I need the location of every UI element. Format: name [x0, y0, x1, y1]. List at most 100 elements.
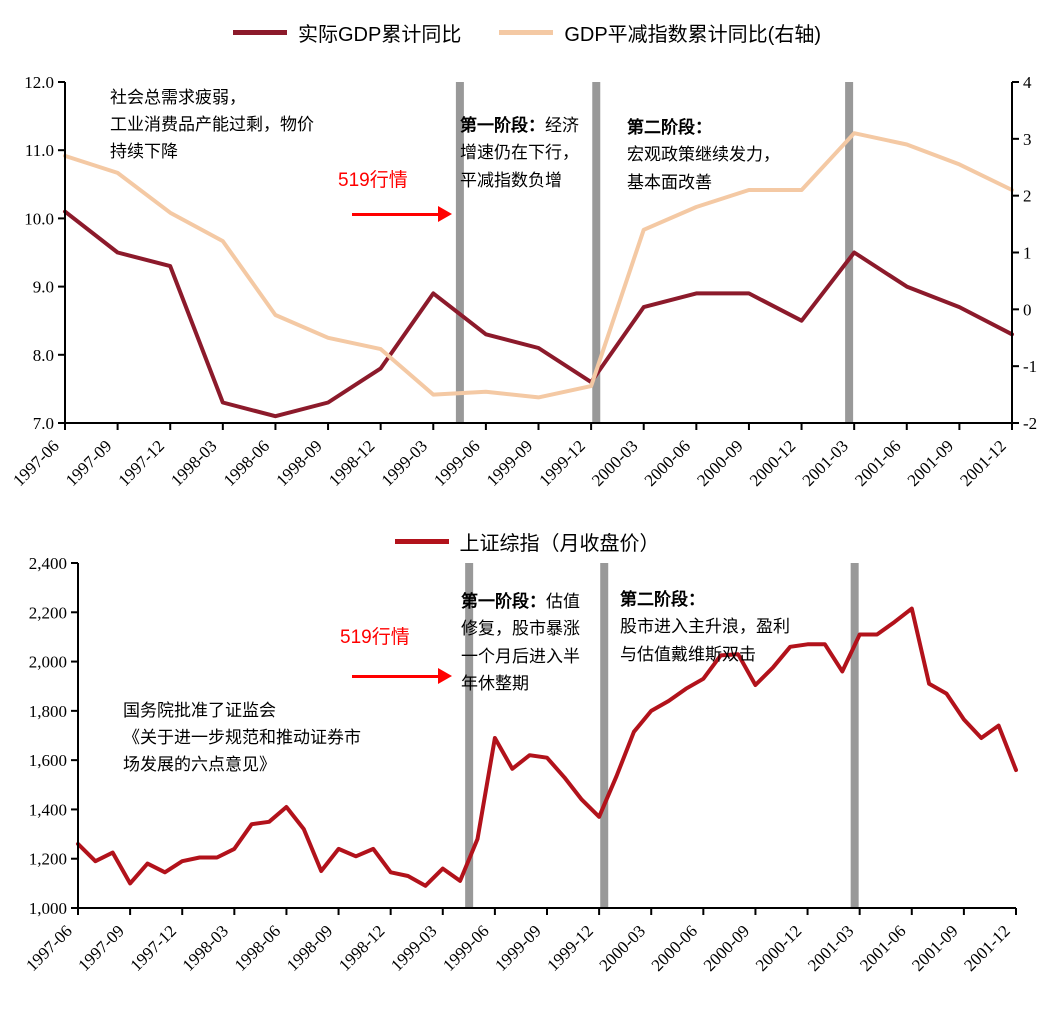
- x-tick-label: 1999-12: [535, 436, 589, 490]
- x-tick-label: 1997-12: [115, 436, 169, 490]
- arrow-head: [438, 668, 452, 684]
- y-tick-label-right: 2: [1023, 187, 1032, 206]
- annotation-phase2: 第二阶段： 宏观政策继续发力， 基本面改善: [627, 87, 780, 196]
- y-tick-label: 2,000: [29, 653, 67, 672]
- gdp-deflator-chart-section: 12.0 11.0 10.0 9.0 8.0 7.0 4 3 2 1 0 -1 -2 1997-06 199…: [0, 0, 1054, 505]
- x-tick-label: 1998-12: [325, 436, 379, 490]
- y-tick-label: 11.0: [25, 141, 54, 160]
- x-tick-label: 1997-06: [22, 921, 76, 975]
- gdp-chart-legend: 实际GDP累计同比 GDP平减指数累计同比(右轴): [0, 18, 1054, 47]
- x-tick-label: 2000-12: [752, 921, 806, 975]
- phase-event-bar: [845, 82, 854, 423]
- y-tick-label: 12.0: [24, 73, 54, 92]
- x-tick-label: 2000-09: [700, 921, 754, 975]
- y-tick-label-right: -1: [1023, 357, 1037, 376]
- x-tick-label: 1999-12: [543, 921, 597, 975]
- y-tick-label: 1,800: [29, 702, 67, 721]
- y-tick-label: 1,400: [29, 800, 67, 819]
- x-tick-label: 1999-03: [378, 436, 432, 490]
- x-tick-label: 2000-12: [746, 436, 800, 490]
- legend-item-real-gdp: 实际GDP累计同比: [232, 18, 462, 47]
- x-tick-label: 2001-09: [904, 436, 958, 490]
- y-tick-label: 9.0: [33, 278, 54, 297]
- legend-label-real-gdp: 实际GDP累计同比: [297, 24, 462, 46]
- x-tick-label: 1998-03: [167, 436, 221, 490]
- x-tick-label: 2001-03: [798, 436, 852, 490]
- phase1-title: 第一阶段：: [460, 116, 545, 136]
- x-tick-label: 1998-12: [335, 921, 389, 975]
- phase-event-bar: [600, 563, 609, 908]
- x-tick-label: 2000-06: [641, 436, 695, 490]
- gdp-deflator-line-swatch: [499, 30, 554, 35]
- phase2-title: 第二阶段：: [627, 118, 712, 138]
- x-tick-label: 1997-09: [74, 921, 128, 975]
- gdp-deflator-line: [63, 131, 1014, 400]
- arrow-head: [438, 206, 452, 222]
- x-tick-label: 2000-09: [693, 436, 747, 490]
- x-tick-label: 2000-03: [588, 436, 642, 490]
- phase2-text: 宏观政策继续发力， 基本面改善: [627, 145, 780, 192]
- sse-index-chart-section: 2,400 2,200 2,000 1,800 1,600 1,400 1,200 1,000…: [0, 505, 1054, 1013]
- x-tick-label: 2001-12: [956, 436, 1010, 490]
- x-tick-label: 1999-03: [387, 921, 441, 975]
- x-tick-label: 1999-09: [483, 436, 537, 490]
- x-tick-label: 1998-09: [272, 436, 326, 490]
- x-tick-label: 1998-06: [231, 921, 285, 975]
- annotation-phase2-bottom: 第二阶段： 股市进入主升浪，盈利 与估值戴维斯双击: [620, 559, 790, 668]
- annotation-519-label-2: 519行情: [340, 627, 410, 648]
- y-tick-label-right: -2: [1023, 414, 1037, 433]
- x-tick-label: 1999-09: [491, 921, 545, 975]
- x-tick-label: 1998-06: [220, 436, 274, 490]
- sse-chart-legend: 上证综指（月收盘价）: [0, 527, 1054, 556]
- x-tick-label: 1997-09: [62, 436, 116, 490]
- phase-event-bar: [465, 563, 474, 908]
- y-tick-label: 2,200: [29, 603, 67, 622]
- x-tick-label: 2001-03: [804, 921, 858, 975]
- arrow-519-icon-2: [352, 668, 452, 684]
- legend-item-deflator: GDP平减指数累计同比(右轴): [499, 18, 821, 47]
- legend-item-sse: 上证综指（月收盘价）: [394, 527, 660, 556]
- x-tick-label: 2000-03: [596, 921, 650, 975]
- x-tick-label: 1999-06: [430, 436, 484, 490]
- y-tick-label: 2,400: [29, 554, 67, 573]
- sse-line-swatch: [394, 539, 449, 544]
- annotation-phase1: 第一阶段：经济 增速仍在下行， 平减指数负增: [460, 85, 594, 194]
- annotation-weak-demand-note: 社会总需求疲弱， 工业消费品产能过剩，物价 持续下降: [110, 88, 314, 162]
- annotation-phase1-bottom: 第一阶段：估值 修复，股市暴涨 一个月后进入半 年休整期: [461, 561, 595, 697]
- arrow-shaft: [352, 674, 438, 678]
- phase1-text: 估值 修复，股市暴涨 一个月后进入半 年休整期: [461, 592, 580, 693]
- sse-composite-line: [76, 606, 1018, 888]
- real-gdp-line-swatch: [232, 30, 287, 35]
- phase-event-bar: [455, 82, 464, 423]
- x-tick-label: 2001-12: [960, 921, 1014, 975]
- phase-event-bar: [592, 82, 601, 423]
- x-tick-label: 1997-06: [9, 436, 63, 490]
- legend-label-sse: 上证综指（月收盘价）: [459, 533, 660, 555]
- real-gdp-line: [63, 209, 1014, 419]
- y-tick-label: 1,000: [29, 899, 67, 918]
- phase-event-bar: [850, 563, 859, 908]
- y-tick-label: 7.0: [33, 414, 54, 433]
- x-tick-label: 2000-06: [648, 921, 702, 975]
- x-tick-label: 1997-12: [127, 921, 181, 975]
- phase2-title: 第二阶段：: [620, 590, 705, 610]
- y-tick-label: 1,200: [29, 850, 67, 869]
- phase1-title: 第一阶段：: [461, 592, 546, 612]
- y-tick-label-right: 0: [1023, 300, 1032, 319]
- y-tick-label-right: 1: [1023, 244, 1032, 263]
- x-tick-label: 2001-09: [908, 921, 962, 975]
- annotation-519-label: 519行情: [338, 170, 408, 191]
- phase1-text: 经济 增速仍在下行， 平减指数负增: [460, 116, 579, 190]
- annotation-state-council-note: 国务院批准了证监会 《关于进一步规范和推动证券市 场发展的六点意见》: [123, 701, 361, 775]
- legend-label-deflator: GDP平减指数累计同比(右轴): [564, 24, 821, 46]
- x-tick-label: 1998-09: [283, 921, 337, 975]
- x-tick-label: 1999-06: [439, 921, 493, 975]
- y-tick-label: 10.0: [24, 209, 54, 228]
- x-tick-label: 2001-06: [851, 436, 905, 490]
- x-tick-label: 1998-03: [179, 921, 233, 975]
- y-tick-label: 1,600: [29, 751, 67, 770]
- y-tick-label: 8.0: [33, 346, 54, 365]
- y-tick-label-right: 3: [1023, 130, 1032, 149]
